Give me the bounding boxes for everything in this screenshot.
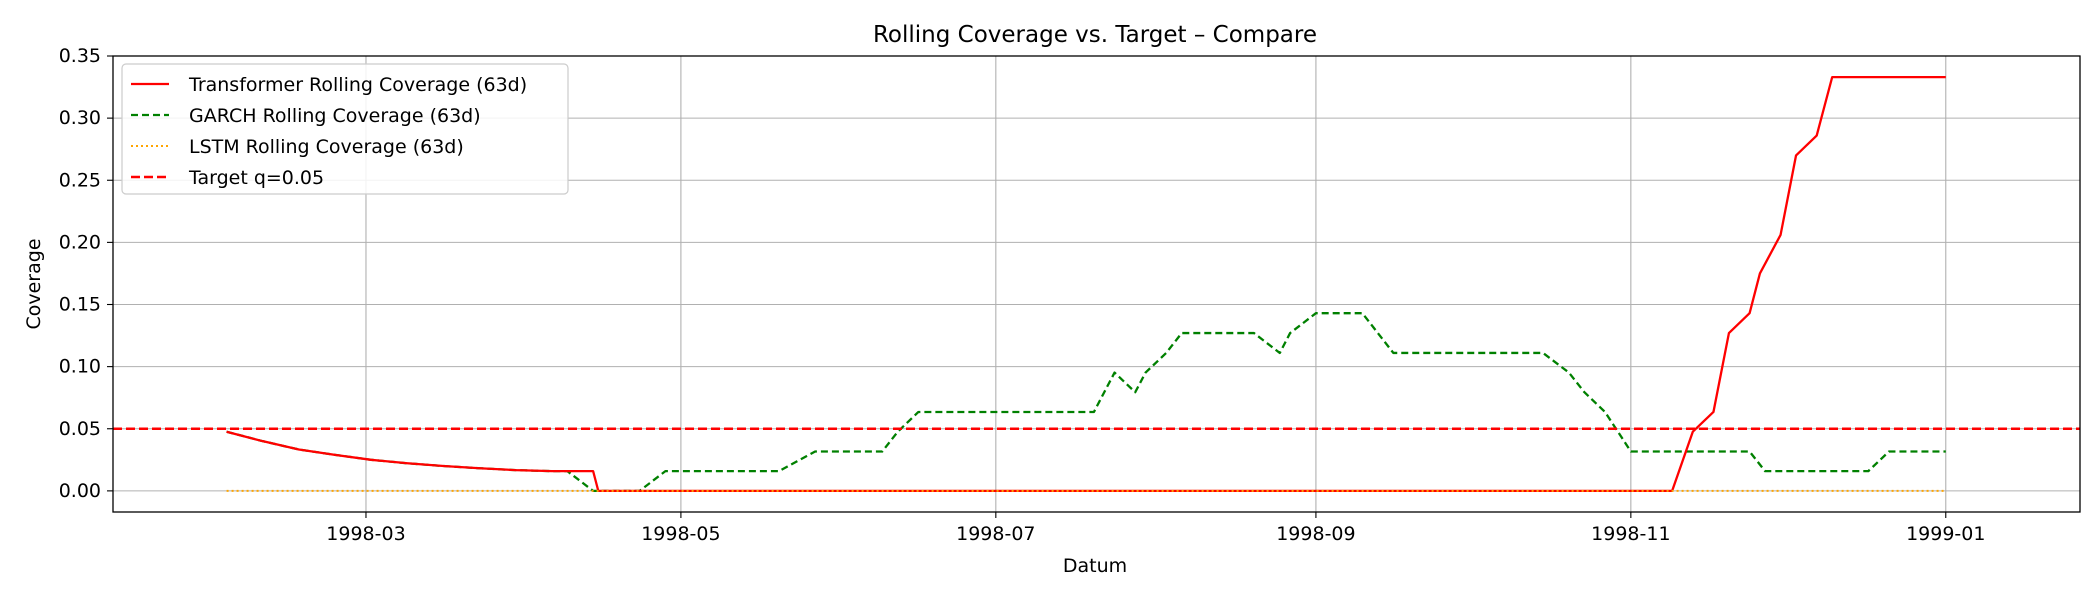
legend-label: Transformer Rolling Coverage (63d) [188, 74, 527, 96]
y-tick-label: 0.25 [59, 169, 101, 191]
legend-label: Target q=0.05 [188, 167, 324, 189]
chart-title: Rolling Coverage vs. Target – Compare [873, 22, 1317, 48]
x-tick-label: 1998-11 [1591, 523, 1670, 545]
plot-area [113, 75, 2080, 493]
series-garch-line [226, 312, 1946, 493]
y-tick-label: 0.35 [59, 45, 101, 67]
x-tick-label: 1998-09 [1276, 523, 1355, 545]
y-axis-label: Coverage [23, 238, 45, 329]
x-tick-label: 1999-01 [1906, 523, 1985, 545]
legend-label: GARCH Rolling Coverage (63d) [189, 105, 481, 127]
legend-box [121, 63, 569, 195]
x-tick-label: 1998-03 [326, 523, 405, 545]
y-tick-label: 0.00 [59, 480, 101, 502]
x-tick-label: 1998-07 [956, 523, 1035, 545]
legend: Transformer Rolling Coverage (63d) GARCH … [121, 63, 569, 195]
y-tick-label: 0.30 [59, 107, 101, 129]
y-tick-label: 0.05 [59, 418, 101, 440]
legend-label: LSTM Rolling Coverage (63d) [189, 136, 464, 158]
y-tick-label: 0.15 [59, 294, 101, 316]
x-axis-label: Datum [1063, 555, 1127, 577]
y-tick-label: 0.10 [59, 356, 101, 378]
x-axis: 1998-03 1998-05 1998-07 1998-09 1998-11 1999-… [326, 512, 1985, 545]
plot-frame [112, 55, 2081, 513]
y-axis: 0.00 0.05 0.10 0.15 0.20 0.25 0.30 0.35 [59, 45, 113, 502]
y-tick-label: 0.20 [59, 231, 101, 253]
x-tick-label: 1998-05 [641, 523, 720, 545]
